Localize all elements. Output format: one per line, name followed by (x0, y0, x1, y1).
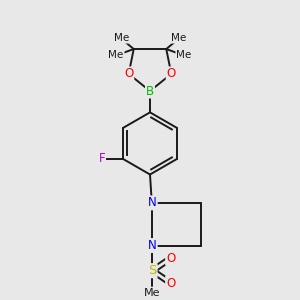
Text: O: O (167, 68, 176, 80)
Text: N: N (148, 196, 157, 209)
Text: Me: Me (144, 288, 160, 298)
Text: Me: Me (176, 50, 192, 60)
Text: O: O (166, 252, 175, 265)
Text: S: S (148, 264, 157, 277)
Text: O: O (166, 277, 175, 290)
Text: N: N (148, 239, 157, 252)
Text: F: F (98, 152, 105, 166)
Text: O: O (124, 68, 133, 80)
Text: Me: Me (171, 33, 186, 43)
Text: Me: Me (108, 50, 124, 60)
Text: Me: Me (114, 33, 129, 43)
Text: B: B (146, 85, 154, 98)
